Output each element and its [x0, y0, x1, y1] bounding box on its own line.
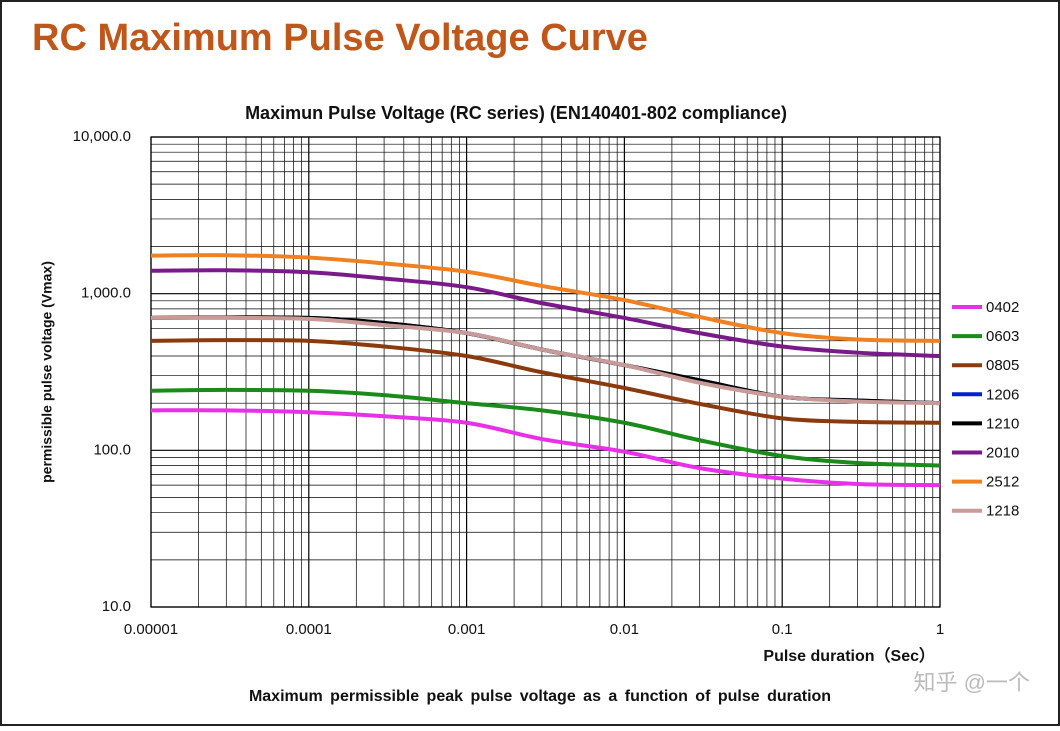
legend-label: 1218 — [986, 503, 1019, 520]
legend-label: 2010 — [986, 444, 1019, 461]
watermark: 知乎 @一个 — [914, 670, 1030, 695]
legend-label: 2512 — [986, 474, 1019, 491]
legend-label: 1206 — [986, 386, 1019, 403]
slide-title: RC Maximum Pulse Voltage Curve — [32, 17, 648, 59]
series-line — [150, 408, 941, 488]
series-line — [150, 387, 941, 468]
chart-title: Maximun Pulse Voltage (RC series) (EN140… — [245, 103, 787, 123]
legend-label: 0402 — [986, 299, 1019, 316]
x-tick-label: 0.00001 — [124, 621, 178, 638]
series-line — [150, 253, 941, 343]
y-tick-label: 10,000.0 — [73, 128, 131, 145]
x-tick-label: 0.0001 — [286, 621, 332, 638]
x-tick-label: 0.001 — [448, 621, 486, 638]
x-tick-label: 0.1 — [772, 621, 793, 638]
x-axis-label: Pulse duration（Sec） — [763, 647, 935, 665]
legend-label: 0603 — [986, 328, 1019, 345]
series-line — [150, 338, 941, 425]
series-line — [150, 315, 941, 406]
y-tick-label: 1,000.0 — [81, 285, 131, 302]
legend-label: 1210 — [986, 415, 1019, 432]
x-tick-label: 1 — [936, 621, 944, 638]
y-tick-label: 10.0 — [102, 598, 131, 615]
legend-label: 0805 — [986, 357, 1019, 374]
x-tick-label: 0.01 — [610, 621, 639, 638]
y-tick-label: 100.0 — [93, 441, 131, 458]
y-axis-label: permissible pulse voltage (Vmax) — [39, 261, 55, 483]
caption: Maximum permissible peak pulse voltage a… — [249, 688, 831, 705]
plot-border — [150, 136, 941, 608]
series-line — [150, 268, 941, 359]
